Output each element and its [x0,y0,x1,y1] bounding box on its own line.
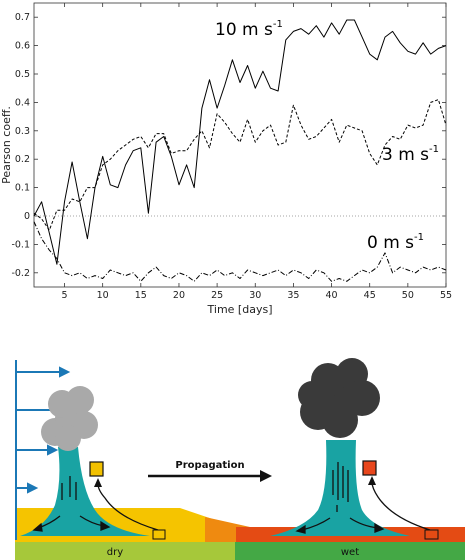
x-tick-label: 20 [173,290,185,301]
y-tick-label: 0.6 [15,41,30,52]
x-tick-label: 10 [97,290,109,301]
convection-diagram: dry wet [15,358,465,560]
correlation-chart: -0.2 -0.1 0 0.1 0.2 0.3 0.4 0.5 0.6 0.7 5 10 15 20 25… [0,2,452,316]
x-tick-label: 15 [135,290,147,301]
series-label-0: 0 m s-1 [367,232,424,253]
plot-frame [33,2,447,288]
y-tick-label: 0.1 [15,183,30,194]
ground-dry [15,542,235,560]
ground-wet [235,542,465,560]
left-feedback-arrow [97,483,159,531]
right-plume [270,440,410,536]
x-tick-label: 5 [61,290,67,301]
y-ticks: -0.2 -0.1 0 0.1 0.2 0.3 0.4 0.5 0.6 0.7 [11,12,446,279]
propagation-arrow-head [260,470,272,482]
y-tick-label: -0.2 [11,268,30,279]
right-surface-box [424,529,439,540]
right-feedback-arrow [371,481,431,531]
series-line-0 [33,19,447,265]
right-feedback-head [368,476,376,485]
x-tick-label: 45 [364,290,376,301]
y-axis-label: Pearson coeff. [0,106,13,184]
left-cloud [41,386,98,451]
x-tick-label: 35 [287,290,299,301]
right-updraft-lines [332,462,349,512]
left-outflow-arrows [32,515,111,532]
wet-label: wet [341,547,359,558]
x-ticks: 5 10 15 20 25 30 35 40 45 50 55 [61,3,452,301]
x-tick-label: 50 [402,290,414,301]
right-outflow-arrows [295,517,385,534]
y-tick-label: -0.1 [11,239,30,250]
y-tick-label: 0 [24,211,30,222]
y-tick-label: 0.4 [15,97,30,108]
left-flux-box [89,461,104,477]
series-label-3: 3 m s-1 [382,144,439,165]
right-flux-box [362,460,377,476]
series-layer [33,19,447,282]
propagation-label: Propagation [175,460,244,471]
y-tick-label: 0.3 [15,126,30,137]
x-tick-label: 40 [326,290,338,301]
dry-label: dry [107,547,123,558]
left-updraft-lines [61,476,77,500]
series-line-2 [33,221,447,282]
series-line-1 [33,99,447,231]
y-tick-label: 0.2 [15,154,30,165]
y-tick-label: 0.7 [15,12,30,23]
series-label-10: 10 m s-1 [215,19,283,40]
left-plume [20,447,150,536]
right-cloud [298,358,380,438]
x-axis-label: Time [days] [207,303,273,316]
x-tick-label: 25 [211,290,223,301]
y-tick-label: 0.5 [15,69,30,80]
x-tick-label: 30 [249,290,261,301]
x-tick-label: 55 [440,290,452,301]
left-surface-box [152,529,166,540]
left-feedback-head [94,478,102,487]
